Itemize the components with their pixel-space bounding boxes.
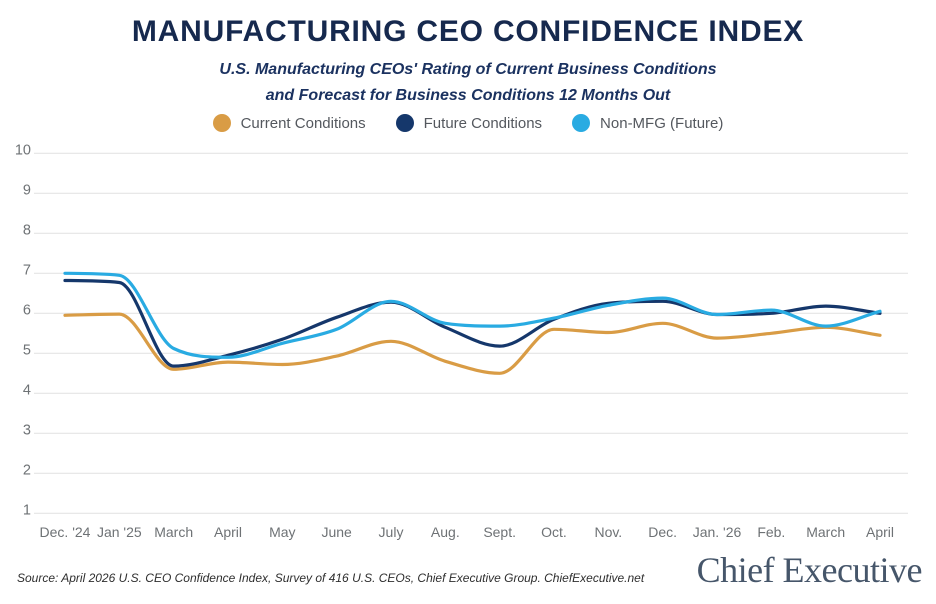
x-tick-11: Dec. [648,524,677,540]
confidence-line-chart: 10 9 8 7 6 5 4 3 2 1 Dec. '24 Jan '25 March April May J… [15,142,908,540]
x-tick-4: May [269,524,295,540]
legend-label-future-conditions: Future Conditions [423,114,543,132]
series-line-current-conditions [63,312,882,375]
y-tick-4: 4 [23,382,31,398]
y-tick-3: 3 [23,422,31,438]
x-tick-6: July [379,524,404,540]
y-tick-6: 6 [23,302,31,318]
x-tick-2: March [154,524,193,540]
y-tick-10: 10 [15,142,31,158]
x-axis-labels: Dec. '24 Jan '25 March April May June July Aug.… [40,524,894,540]
legend-item-future-conditions: Future Conditions [395,114,543,132]
y-tick-8: 8 [23,222,31,238]
legend-label-current-conditions: Current Conditions [240,114,366,132]
legend-item-nonmfg-future: Non-MFG (Future) [572,114,723,132]
chief-executive-logo: Chief Executive [696,550,923,590]
y-tick-5: 5 [23,342,31,358]
x-tick-7: Aug. [431,524,460,540]
chart-title: MANUFACTURING CEO CONFIDENCE INDEX [131,15,805,48]
chart-subtitle: U.S. Manufacturing CEOs' Rating of Curre… [0,57,936,109]
x-tick-10: Nov. [594,524,622,540]
x-tick-12: Jan. '26 [693,524,742,540]
x-tick-3: April [214,524,242,540]
legend-label-nonmfg-future: Non-MFG (Future) [600,114,724,132]
x-tick-15: April [866,524,894,540]
y-tick-1: 1 [23,502,31,518]
chart-subtitle-line1: U.S. Manufacturing CEOs' Rating of Curre… [219,61,717,78]
gridlines [34,152,908,514]
y-tick-2: 2 [23,462,31,478]
x-tick-13: Feb. [757,524,785,540]
x-tick-14: March [806,524,845,540]
x-tick-0: Dec. '24 [40,524,91,540]
x-tick-9: Oct. [541,524,567,540]
x-tick-1: Jan '25 [97,524,142,540]
series-line-non-mfg-future [63,271,882,359]
chart-legend: Current Conditions Future Conditions Non… [0,114,936,132]
legend-item-current-conditions: Current Conditions [212,114,366,132]
x-tick-8: Sept. [483,524,516,540]
legend-swatch-lightblue-dot [572,114,591,132]
y-axis-labels: 10 9 8 7 6 5 4 3 2 1 [15,142,31,518]
y-tick-9: 9 [23,182,31,198]
x-tick-5: June [321,524,352,540]
legend-swatch-navy-dot [395,114,414,132]
source-note: Source: April 2026 U.S. CEO Confidence I… [17,571,645,585]
chart-subtitle-line2: and Forecast for Business Conditions 12 … [265,87,671,104]
legend-swatch-orange-dot [212,114,231,132]
y-tick-7: 7 [23,262,31,278]
